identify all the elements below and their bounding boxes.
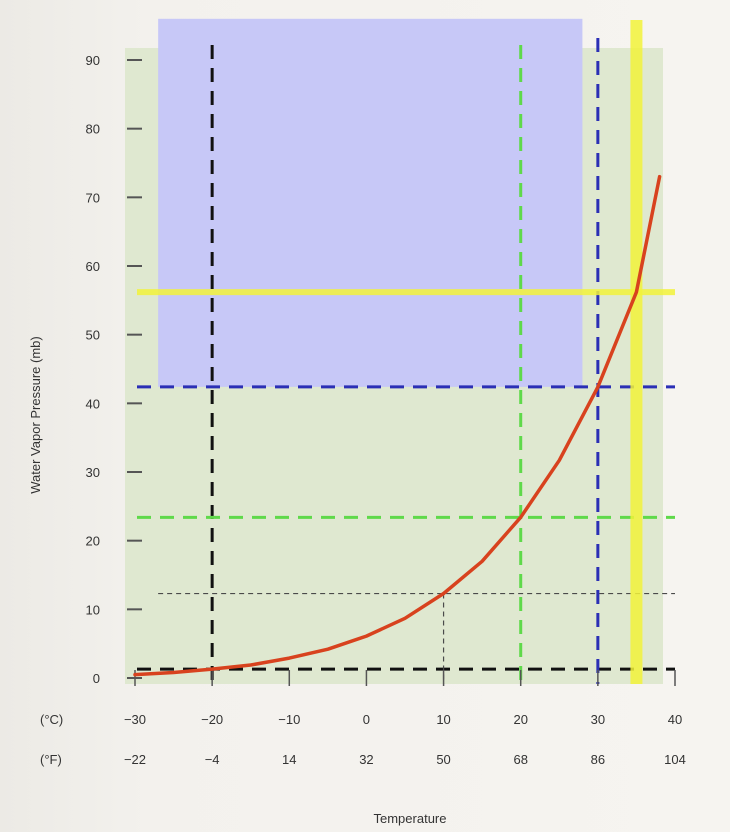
celsius-unit-label: (°C): [40, 712, 63, 727]
x-axis-title: Temperature: [374, 811, 447, 826]
x-tick-label-c-10: 10: [436, 712, 450, 727]
x-tick-label-c-30: 30: [591, 712, 605, 727]
x-tick-label-c-0: 0: [363, 712, 370, 727]
x-tick-label-f--4: −4: [205, 752, 220, 767]
x-tick-label-c-20: 20: [513, 712, 527, 727]
x-tick-label-c--30: −30: [124, 712, 146, 727]
x-tick-label-f-32: 32: [359, 752, 373, 767]
y-tick-label-60: 60: [86, 259, 100, 274]
y-tick-label-20: 20: [86, 534, 100, 549]
saturation-vapor-curve: [133, 174, 662, 677]
y-tick-label-0: 0: [93, 671, 100, 686]
x-tick-label-c--10: −10: [278, 712, 300, 727]
x-tick-label-f-50: 50: [436, 752, 450, 767]
y-tick-label-70: 70: [86, 190, 100, 205]
x-tick-label-f--22: −22: [124, 752, 146, 767]
y-tick-label-30: 30: [86, 465, 100, 480]
x-tick-label-f-104: 104: [664, 752, 686, 767]
y-tick-label-80: 80: [86, 122, 100, 137]
y-tick-label-40: 40: [86, 396, 100, 411]
x-tick-label-c-40: 40: [668, 712, 682, 727]
highlight-region: [158, 18, 583, 387]
x-tick-label-c--20: −20: [201, 712, 223, 727]
y-tick-label-50: 50: [86, 328, 100, 343]
y-tick-label-90: 90: [86, 53, 100, 68]
y-axis-title: Water Vapor Pressure (mb): [28, 336, 43, 494]
x-tick-label-f-86: 86: [591, 752, 605, 767]
x-tick-label-f-68: 68: [513, 752, 527, 767]
x-tick-label-f-14: 14: [282, 752, 296, 767]
y-tick-label-10: 10: [86, 602, 100, 617]
fahrenheit-unit-label: (°F): [40, 752, 62, 767]
